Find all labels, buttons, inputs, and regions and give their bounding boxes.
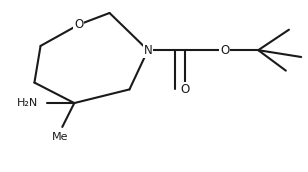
Text: O: O xyxy=(220,44,229,57)
Text: N: N xyxy=(144,44,152,57)
Text: O: O xyxy=(74,18,83,31)
Text: O: O xyxy=(180,83,189,96)
Text: H₂N: H₂N xyxy=(17,98,38,108)
Text: Me: Me xyxy=(52,132,69,142)
